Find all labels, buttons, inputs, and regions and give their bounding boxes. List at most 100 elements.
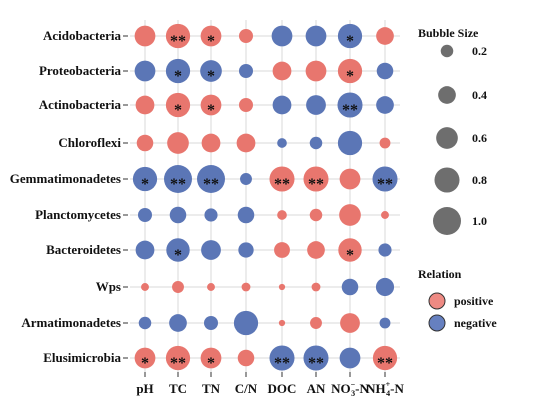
significance-mark: * <box>346 68 354 85</box>
bubble <box>165 23 191 49</box>
relation-legend-label: positive <box>454 294 494 308</box>
bubble <box>271 25 293 47</box>
col-label: AN <box>307 381 326 396</box>
bubble <box>341 278 359 296</box>
row-label: Actinobacteria <box>39 97 122 112</box>
size-legend-circle <box>440 44 454 58</box>
bubble <box>138 316 152 330</box>
significance-mark: * <box>346 33 354 50</box>
bubble <box>277 138 287 148</box>
significance-mark: * <box>174 247 182 264</box>
significance-mark: ** <box>170 33 186 50</box>
size-legend-label: 1.0 <box>472 214 487 228</box>
row-label: Armatimonadetes <box>21 315 121 330</box>
bubble <box>337 130 363 156</box>
significance-mark: ** <box>308 176 324 193</box>
significance-mark: ** <box>274 355 290 372</box>
bubble <box>200 347 222 369</box>
bubble <box>239 98 253 112</box>
bubble <box>340 313 360 333</box>
bubble <box>372 166 398 192</box>
bubble <box>274 242 290 258</box>
bubble <box>233 310 259 336</box>
col-label: NH+ 4-N <box>366 380 404 398</box>
bubble <box>305 60 327 82</box>
relation-legend-swatch <box>428 314 446 332</box>
bubble <box>166 238 190 262</box>
bubble <box>134 347 156 369</box>
size-legend-circle <box>438 86 456 104</box>
significance-mark: * <box>346 247 354 264</box>
col-label: NO− 3-N <box>331 380 369 398</box>
bubble <box>237 206 255 224</box>
bubble <box>309 208 323 222</box>
bubble <box>378 243 392 257</box>
bubbles: ** * ** * ** * *** ** ** ** ** *** ** ** * ** ** ** <box>132 23 398 372</box>
bubble <box>200 25 222 47</box>
col-label: TN <box>202 381 221 396</box>
row-label: Wps <box>96 279 121 294</box>
bubble <box>172 281 184 293</box>
bubble <box>239 29 253 43</box>
size-legend-label: 0.2 <box>472 44 487 58</box>
bubble <box>134 60 156 82</box>
bubble <box>136 134 154 152</box>
bubble <box>339 204 361 226</box>
bubble <box>376 62 394 80</box>
bubble <box>376 27 394 45</box>
bubble <box>141 283 149 291</box>
bubble <box>240 173 252 185</box>
bubble <box>303 166 329 192</box>
size-legend-title: Bubble Size <box>418 26 479 40</box>
col-label: DOC <box>268 381 297 396</box>
row-label: Chloroflexi <box>58 135 121 150</box>
bubble <box>241 282 251 292</box>
bubble <box>200 94 222 116</box>
bubble <box>207 283 215 291</box>
col-label: pH <box>136 381 153 396</box>
bubble <box>339 347 361 369</box>
size-legend-label: 0.8 <box>472 173 487 187</box>
significance-mark: * <box>174 102 182 119</box>
bubble <box>135 240 155 260</box>
significance-mark: ** <box>274 176 290 193</box>
significance-mark: ** <box>308 355 324 372</box>
row-label: Acidobacteria <box>43 28 121 43</box>
bubble <box>337 58 363 84</box>
bubble <box>132 166 158 192</box>
col-label: TC <box>169 381 187 396</box>
row-label: Elusimicrobia <box>43 350 121 365</box>
significance-mark: * <box>141 355 149 372</box>
bubble <box>339 168 361 190</box>
bubble <box>337 92 363 118</box>
row-label: Bacteroidetes <box>46 242 121 257</box>
bubble <box>269 345 295 371</box>
row-label: Planctomycetes <box>35 207 121 222</box>
row-label: Proteobacteria <box>39 63 122 78</box>
bubble <box>165 92 191 118</box>
size-legend-label: 0.6 <box>472 131 487 145</box>
bubble <box>239 64 253 78</box>
bubble <box>165 58 191 84</box>
bubble <box>204 316 218 330</box>
significance-mark: * <box>207 355 215 372</box>
bubble <box>200 60 222 82</box>
bubble <box>306 95 326 115</box>
bubble <box>277 210 287 220</box>
relation-legend-label: negative <box>454 316 497 330</box>
relation-legend-swatch <box>428 292 446 310</box>
significance-mark: * <box>207 102 215 119</box>
bubble <box>135 95 155 115</box>
bubble <box>303 345 329 371</box>
bubble <box>381 211 389 219</box>
significance-mark: * <box>207 68 215 85</box>
size-legend-label: 0.4 <box>472 88 487 102</box>
relation-legend-title: Relation <box>418 267 462 281</box>
bubble <box>197 165 225 193</box>
bubble <box>278 319 286 327</box>
bubble <box>134 25 156 47</box>
col-label: C/N <box>235 381 258 396</box>
bubble <box>311 282 321 292</box>
